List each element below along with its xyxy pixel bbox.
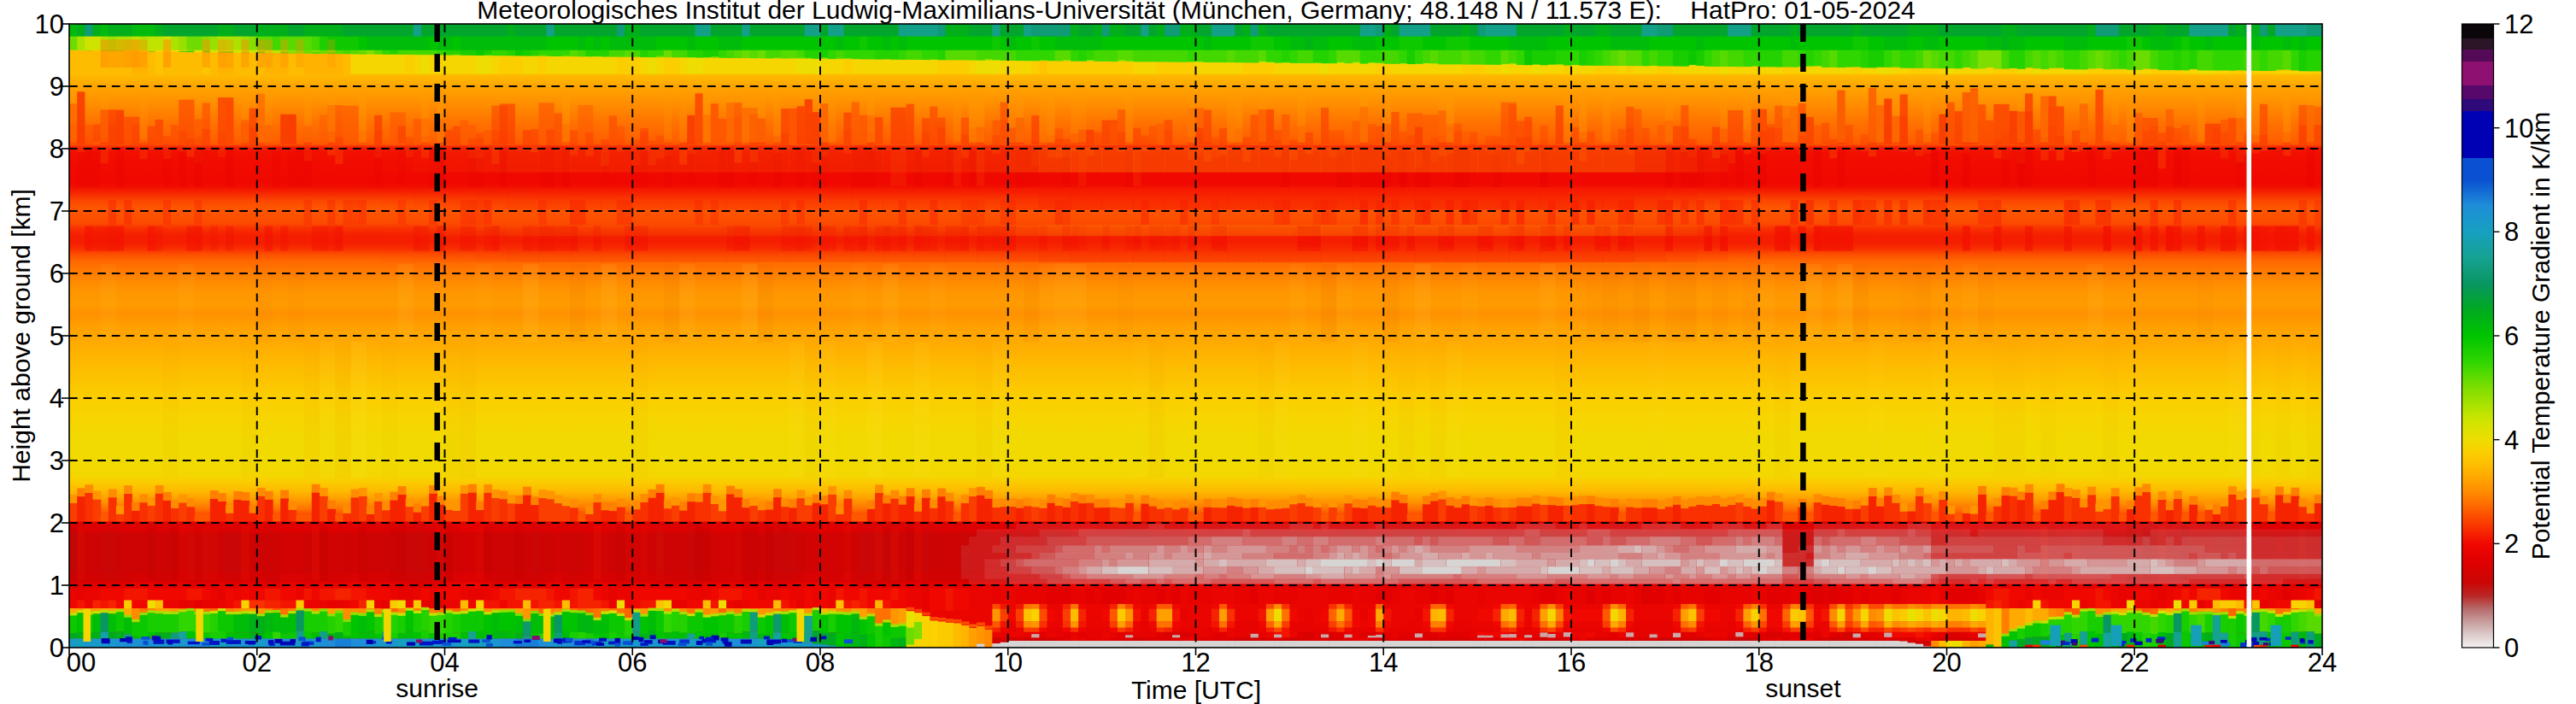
svg-text:16: 16 xyxy=(1557,648,1586,678)
svg-text:22: 22 xyxy=(2120,648,2149,678)
svg-text:04: 04 xyxy=(430,648,459,678)
svg-text:2: 2 xyxy=(2504,529,2519,559)
svg-text:8: 8 xyxy=(50,134,64,164)
svg-text:3: 3 xyxy=(50,446,64,476)
svg-text:9: 9 xyxy=(50,72,64,102)
svg-text:00: 00 xyxy=(67,648,96,678)
svg-text:Height above ground [km]: Height above ground [km] xyxy=(7,189,35,483)
svg-text:2: 2 xyxy=(50,508,64,538)
svg-text:Meteorologisches Institut der: Meteorologisches Institut der Ludwig-Max… xyxy=(477,0,1916,24)
svg-text:6: 6 xyxy=(50,259,64,289)
svg-text:4: 4 xyxy=(50,384,64,414)
svg-text:4: 4 xyxy=(2504,425,2519,455)
svg-text:5: 5 xyxy=(50,321,64,351)
svg-text:10: 10 xyxy=(35,9,64,39)
svg-text:8: 8 xyxy=(2504,217,2519,247)
svg-text:6: 6 xyxy=(2504,321,2519,351)
svg-text:18: 18 xyxy=(1745,648,1774,678)
svg-text:Time [UTC]: Time [UTC] xyxy=(1131,676,1261,704)
svg-text:20: 20 xyxy=(1932,648,1961,678)
svg-text:sunset: sunset xyxy=(1765,674,1841,702)
svg-text:12: 12 xyxy=(1181,648,1210,678)
svg-text:Potential Temperature Gradient: Potential Temperature Gradient in K/km xyxy=(2526,112,2555,560)
svg-text:12: 12 xyxy=(2504,9,2533,39)
svg-text:7: 7 xyxy=(50,197,64,226)
svg-text:10: 10 xyxy=(994,648,1023,678)
svg-text:0: 0 xyxy=(50,633,64,663)
svg-text:02: 02 xyxy=(243,648,272,678)
svg-text:sunrise: sunrise xyxy=(396,674,478,702)
svg-text:08: 08 xyxy=(806,648,835,678)
svg-text:06: 06 xyxy=(618,648,647,678)
svg-text:0: 0 xyxy=(2504,633,2519,663)
svg-text:1: 1 xyxy=(50,571,64,601)
svg-text:24: 24 xyxy=(2308,648,2337,678)
svg-text:14: 14 xyxy=(1369,648,1398,678)
